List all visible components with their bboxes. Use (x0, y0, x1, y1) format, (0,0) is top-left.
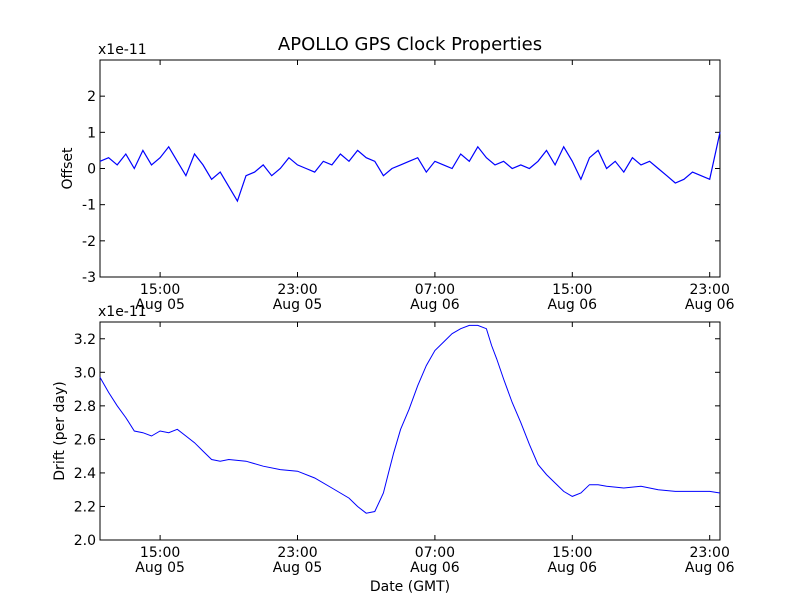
panel-2-ytick-label: 2.2 (74, 499, 96, 515)
panel-1-xtick-date: Aug 06 (410, 297, 460, 313)
panel-1-xtick-date: Aug 06 (685, 297, 735, 313)
panel-2-xtick-time: 15:00 (140, 545, 180, 561)
panel-1-xtick-time: 15:00 (140, 282, 180, 298)
panel-2-xtick-date: Aug 05 (273, 560, 323, 576)
panel-2-ytick-label: 2.6 (74, 432, 96, 448)
panel-2-ytick-label: 2.4 (74, 466, 96, 482)
panel-1-ytick-label: 0 (87, 162, 96, 178)
panel-2-xtick-date: Aug 06 (410, 560, 460, 576)
panel-2-xtick-date: Aug 06 (685, 560, 735, 576)
panel-2-ytick-label: 2.0 (74, 533, 96, 549)
panel-1-xtick-date: Aug 05 (273, 297, 323, 313)
panel-2-ytick-label: 3.2 (74, 332, 96, 348)
panel-1-ytick-label: 1 (87, 125, 96, 141)
panel-1-xtick-time: 07:00 (415, 282, 455, 298)
panel-2-ylabel: Drift (per day) (52, 381, 68, 480)
panel-2-ytick-label: 3.0 (74, 365, 96, 381)
chart-title: APOLLO GPS Clock Properties (278, 34, 542, 55)
panel-2-xtick-time: 15:00 (552, 545, 592, 561)
panel-2-xtick-time: 23:00 (277, 545, 317, 561)
panel-1-xtick-time: 23:00 (277, 282, 317, 298)
panel-1-ytick-label: 2 (87, 89, 96, 105)
panel-2-xtick-date: Aug 05 (135, 560, 185, 576)
panel-2-y-multiplier: x1e-11 (98, 304, 147, 320)
panel-2-xlabel: Date (GMT) (370, 579, 450, 595)
panel-1-xtick-time: 15:00 (552, 282, 592, 298)
panel-2-xtick-time: 07:00 (415, 545, 455, 561)
panel-1-ytick-label: -2 (82, 234, 96, 250)
panel-1-xtick-date: Aug 06 (547, 297, 597, 313)
panel-2-xtick-time: 23:00 (690, 545, 730, 561)
panel-1-ylabel: Offset (60, 147, 76, 190)
panel-1-ytick-label: -1 (82, 198, 96, 214)
panel-2-xtick-date: Aug 06 (547, 560, 597, 576)
panel-1-y-multiplier: x1e-11 (98, 42, 147, 58)
panel-2-ytick-label: 2.8 (74, 399, 96, 415)
panel-1-xtick-time: 23:00 (690, 282, 730, 298)
panel-1-ytick-label: -3 (82, 270, 96, 286)
